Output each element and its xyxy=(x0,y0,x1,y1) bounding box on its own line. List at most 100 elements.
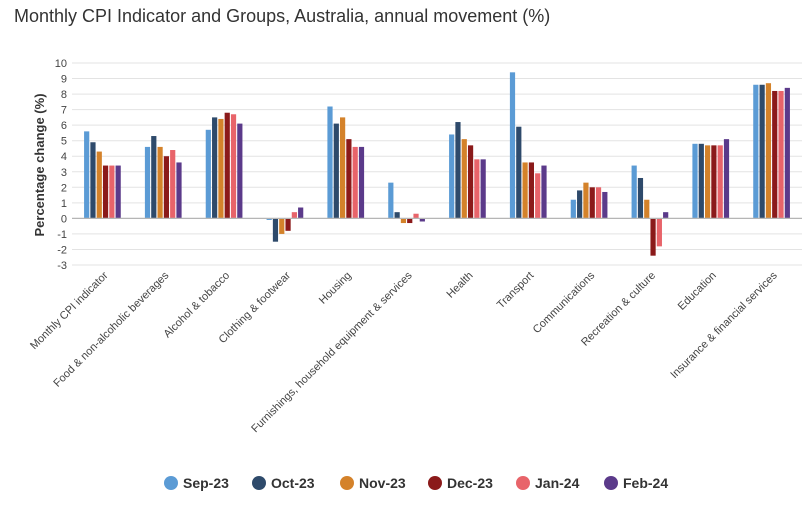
bar xyxy=(480,159,486,219)
bar xyxy=(784,87,790,219)
bar xyxy=(394,212,400,219)
y-tick-label: 5 xyxy=(61,136,67,148)
bar xyxy=(327,106,333,219)
x-category-label: Health xyxy=(445,270,476,301)
bar xyxy=(711,145,717,219)
y-tick-label: 10 xyxy=(55,58,67,70)
bar xyxy=(90,142,96,219)
bars xyxy=(84,72,790,256)
x-category-label: Insurance & financial services xyxy=(668,269,780,381)
legend-swatch xyxy=(604,476,618,490)
bar xyxy=(224,112,230,219)
bar xyxy=(528,162,534,219)
legend-swatch xyxy=(340,476,354,490)
y-axis-ticks: -3 -2 -1 0 1 2 3 4 5 6 7 8 9 10 xyxy=(55,58,67,272)
bar xyxy=(205,129,211,219)
chart-title: Monthly CPI Indicator and Groups, Austra… xyxy=(14,6,551,26)
bar xyxy=(218,118,224,219)
bar xyxy=(266,218,272,220)
bar xyxy=(692,143,698,219)
bar xyxy=(577,190,583,219)
bar xyxy=(698,143,704,219)
legend-label: Dec-23 xyxy=(447,475,493,491)
bar xyxy=(279,218,285,234)
bar xyxy=(285,218,291,231)
bar xyxy=(413,213,419,219)
legend-label: Jan-24 xyxy=(535,475,580,491)
legend: Sep-23 Oct-23 Nov-23 Dec-23 Jan-24 Feb-24 xyxy=(164,475,668,491)
bar xyxy=(115,165,121,219)
bar xyxy=(637,177,644,219)
legend-label: Nov-23 xyxy=(359,475,406,491)
y-axis-label: Percentage change (%) xyxy=(32,93,47,236)
bar xyxy=(333,123,339,219)
bar xyxy=(212,117,218,219)
y-tick-label: 7 xyxy=(61,105,67,117)
bar xyxy=(170,150,176,219)
bar xyxy=(298,207,304,219)
bar xyxy=(602,191,608,219)
bar xyxy=(570,199,576,219)
bar xyxy=(522,162,528,219)
bar xyxy=(650,218,656,256)
bar xyxy=(723,139,730,219)
bar xyxy=(176,162,182,219)
bar xyxy=(237,123,243,219)
legend-swatch xyxy=(252,476,266,490)
y-tick-label: -3 xyxy=(57,260,67,272)
x-category-label: Transport xyxy=(495,270,536,311)
y-tick-label: 6 xyxy=(61,120,67,132)
bar xyxy=(583,182,589,219)
bar xyxy=(96,151,102,219)
bar xyxy=(759,84,765,219)
bar xyxy=(407,218,413,224)
bar xyxy=(541,165,547,219)
bar xyxy=(461,139,467,219)
bar xyxy=(753,84,759,219)
bar xyxy=(631,165,637,219)
bar xyxy=(595,187,602,219)
x-category-label: Housing xyxy=(317,270,354,307)
bar xyxy=(778,90,784,219)
bar xyxy=(589,187,595,219)
x-category-label: Education xyxy=(676,270,719,313)
bar xyxy=(272,218,279,242)
bar xyxy=(663,212,669,219)
bar xyxy=(109,165,115,219)
bar xyxy=(765,83,772,219)
legend-label: Sep-23 xyxy=(183,475,229,491)
y-tick-label: 8 xyxy=(61,89,67,101)
x-category-label: Food & non-alcoholic beverages xyxy=(51,269,171,389)
bar xyxy=(84,131,90,219)
bar xyxy=(352,146,358,219)
bar xyxy=(644,199,650,219)
y-tick-label: 0 xyxy=(61,213,67,225)
bar xyxy=(449,134,455,219)
y-tick-label: 4 xyxy=(61,151,67,163)
bar xyxy=(291,212,297,219)
bar xyxy=(163,156,169,219)
bar xyxy=(509,72,516,219)
bar xyxy=(717,145,723,219)
y-tick-label: 2 xyxy=(61,182,67,194)
bar xyxy=(535,173,541,219)
legend-swatch xyxy=(428,476,442,490)
legend-label: Oct-23 xyxy=(271,475,315,491)
bar xyxy=(467,145,474,219)
y-tick-label: 3 xyxy=(61,167,67,179)
legend-swatch xyxy=(516,476,530,490)
y-tick-label: 9 xyxy=(61,74,67,86)
x-category-label: Communications xyxy=(531,269,598,336)
bar xyxy=(358,146,365,219)
bar xyxy=(346,139,352,219)
gridlines xyxy=(72,62,802,266)
bar xyxy=(455,122,461,219)
bar xyxy=(400,218,407,224)
bar xyxy=(419,218,425,222)
bar xyxy=(340,117,346,219)
bar xyxy=(157,146,163,219)
legend-swatch xyxy=(164,476,178,490)
bar xyxy=(144,146,151,219)
